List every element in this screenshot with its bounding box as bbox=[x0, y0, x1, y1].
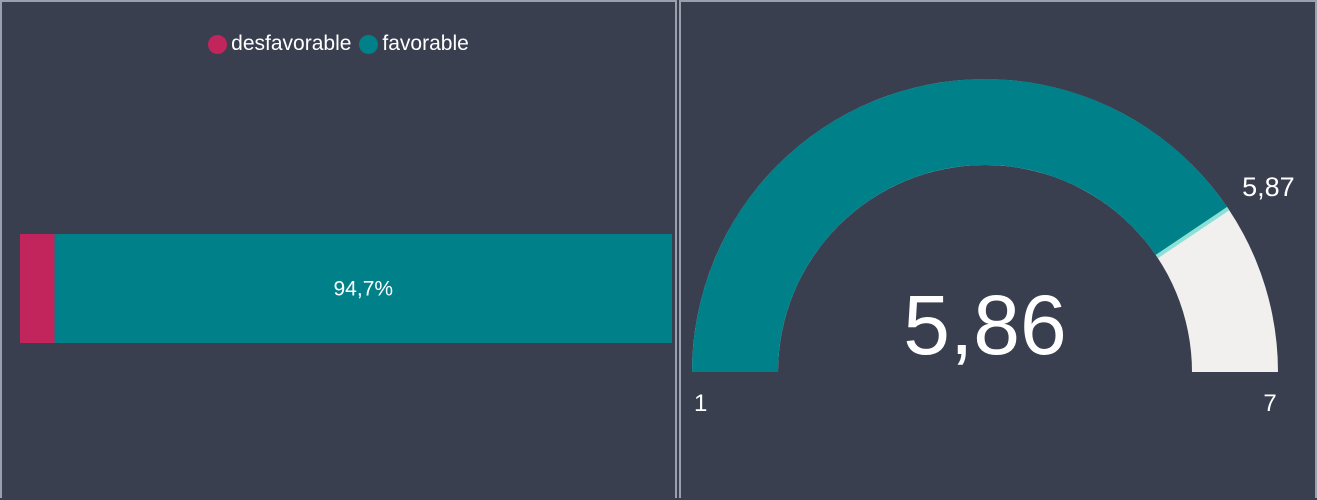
legend-label-unfavorable: desfavorable bbox=[231, 32, 352, 55]
gauge-panel: 5,86 5,87 1 7 bbox=[679, 0, 1317, 498]
stacked-bar-chart: 94,7% bbox=[20, 234, 672, 343]
gauge-value-label: 5,86 bbox=[903, 278, 1067, 372]
gauge-target-marker bbox=[1155, 206, 1230, 259]
bar-segment-favorable[interactable] bbox=[54, 234, 672, 343]
gauge-value-arc[interactable] bbox=[692, 79, 1228, 373]
bar-segment-unfavorable[interactable] bbox=[20, 234, 55, 343]
gauge-min-label: 1 bbox=[694, 390, 707, 417]
gauge-target-label: 5,87 bbox=[1242, 172, 1295, 202]
legend-item-favorable[interactable]: favorable bbox=[359, 32, 469, 56]
gauge-max-label: 7 bbox=[1263, 390, 1276, 417]
stacked-bar-panel: desfavorable favorable 94,7% bbox=[0, 0, 677, 498]
chart-legend: desfavorable favorable bbox=[2, 32, 675, 56]
legend-label-favorable: favorable bbox=[382, 32, 469, 55]
bar-data-label-favorable: 94,7% bbox=[334, 278, 394, 301]
legend-dot-unfavorable bbox=[208, 34, 228, 54]
legend-dot-favorable bbox=[359, 34, 379, 54]
legend-item-unfavorable[interactable]: desfavorable bbox=[208, 32, 351, 56]
gauge-chart: 5,86 5,87 1 7 bbox=[692, 79, 1295, 417]
